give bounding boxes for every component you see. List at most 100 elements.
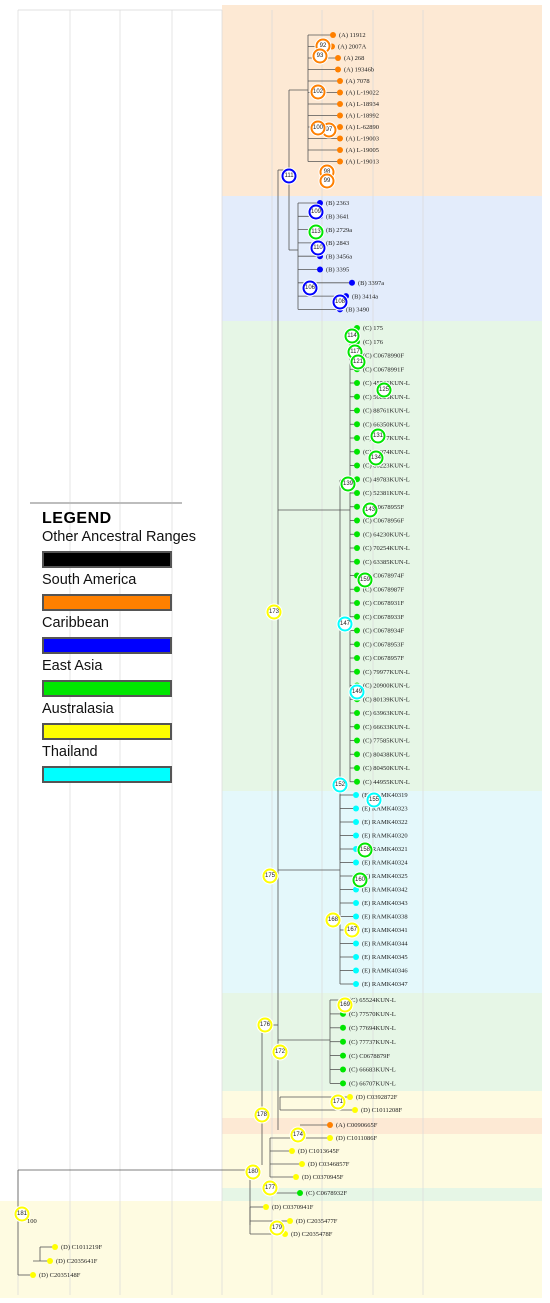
tip-label: (C) 80074KUN-L [363, 449, 410, 456]
tip-label: (A) 11912 [339, 32, 366, 39]
tip-label: (C) 63385KUN-L [363, 559, 410, 566]
tip-label: (A) L-19013 [346, 159, 379, 166]
legend-swatch [42, 723, 172, 740]
node-inner [334, 779, 346, 791]
node-inner [378, 384, 390, 396]
node-label: 92 [320, 43, 327, 49]
tip-label: (D) C1011086F [336, 1135, 377, 1142]
region-band [222, 196, 542, 321]
legend-label: South America [42, 572, 137, 588]
node-label: 179 [272, 1225, 283, 1231]
tip-label: (C) C0678879F [349, 1053, 390, 1060]
node-label: 168 [328, 917, 339, 923]
tip-marker [354, 421, 360, 428]
node-label: 149 [352, 689, 363, 695]
tip-marker [354, 393, 360, 400]
tip-label: (C) 80450KUN-L [363, 765, 410, 772]
legend-swatch [42, 680, 172, 697]
tip-label: (E) RAMK40319 [362, 792, 408, 799]
tip-label: (C) C0678934F [363, 628, 404, 635]
tip-marker [354, 600, 360, 606]
tip-label: (E) RAMK40321 [362, 846, 408, 853]
node-inner [247, 1166, 259, 1178]
tip-marker [354, 490, 360, 496]
internal-nodes: 9293102971009899111109110106108113114117… [13, 37, 393, 1237]
tip-label: (B) 3490 [346, 307, 369, 314]
node-label: 110 [313, 245, 323, 251]
tip-marker [353, 859, 359, 866]
node-inner [327, 914, 339, 926]
node-label: 139 [343, 481, 354, 487]
tip-label: (A) L-18992 [346, 113, 379, 120]
node-inner [372, 430, 384, 442]
tip-label: (A) L-19003 [346, 136, 379, 143]
tip-label: (C) 70254KUN-L [363, 545, 410, 552]
node-label: 171 [333, 1099, 344, 1105]
legend-item: Australasia [30, 700, 215, 740]
node-label: 111 [284, 173, 294, 179]
legend-swatch [42, 766, 172, 783]
node-label: 175 [265, 873, 276, 879]
tip-marker [354, 723, 360, 730]
tip-labels: (A) 11912 (A) 2007A (A) 268 (A) 19346b (A) 7… [39, 32, 410, 1279]
node-label: 169 [340, 1002, 351, 1008]
tip-label: (D) C2035477F [296, 1218, 338, 1225]
tip-marker [263, 1204, 269, 1210]
tip-marker [340, 1080, 346, 1087]
tip-label: (E) RAMK40325 [362, 873, 408, 880]
tip-marker [354, 586, 360, 593]
node-inner [304, 282, 316, 294]
node-label: 167 [347, 927, 358, 933]
legend-swatch [42, 637, 172, 654]
tip-marker [353, 940, 359, 947]
tip-label: (B) 3456a [326, 253, 352, 260]
tip-label: (C) C0678987F [363, 586, 404, 593]
tip-label: (C) C0678956F [363, 518, 404, 525]
tip-label: (C) 77694KUN-L [349, 1025, 396, 1032]
tip-marker [354, 627, 360, 634]
node-label: 174 [293, 1132, 304, 1138]
tip-label: (E) RAMK40324 [362, 860, 408, 867]
tip-label: (B) 3414a [352, 293, 378, 300]
node-label: 177 [265, 1185, 276, 1191]
node-inner [346, 330, 358, 342]
tip-label: (E) RAMK40338 [362, 914, 408, 921]
tip-marker [354, 737, 360, 744]
tip-marker [337, 89, 343, 96]
legend-label: Thailand [42, 744, 98, 760]
tip-marker [354, 462, 360, 469]
legend-item: Thailand [30, 743, 215, 783]
tip-label: (A) L-19005 [346, 147, 379, 154]
tip-label: (C) 63963KUN-L [363, 710, 410, 717]
tip-marker [353, 981, 359, 987]
tip-marker [352, 1107, 358, 1113]
node-label: 93 [317, 53, 324, 59]
tip-label: (C) C0678932F [306, 1190, 347, 1197]
node-label: 125 [379, 387, 390, 393]
tip-marker [353, 913, 359, 920]
legend-label: Caribbean [42, 615, 109, 631]
tip-label: (B) 3395 [326, 267, 349, 274]
tip-marker [289, 1148, 295, 1154]
tip-label: (A) 268 [344, 55, 364, 62]
tip-label: (C) 176 [363, 339, 384, 346]
region-band [222, 321, 542, 791]
node-inner [321, 175, 333, 187]
tip-marker [353, 805, 359, 812]
node-inner [312, 242, 324, 254]
node-label: 158 [360, 847, 371, 853]
legend: LEGEND Other Ancestral Ranges South Ameri… [30, 502, 215, 786]
tip-label: (D) C2035478F [291, 1231, 333, 1238]
tip-marker [354, 545, 360, 551]
tip-marker [340, 1024, 346, 1031]
tip-marker [337, 112, 343, 119]
tip-label: (D) C0392872F [356, 1094, 398, 1101]
tip-marker [354, 531, 360, 538]
tip-label: (C) C0678990F [363, 353, 404, 360]
tip-label: (C) 77570KUN-L [349, 1011, 396, 1018]
tip-marker [354, 435, 360, 441]
node-label: 108 [335, 299, 346, 305]
tip-marker [354, 503, 360, 510]
tip-marker [327, 1135, 333, 1141]
tip-marker [354, 668, 360, 675]
